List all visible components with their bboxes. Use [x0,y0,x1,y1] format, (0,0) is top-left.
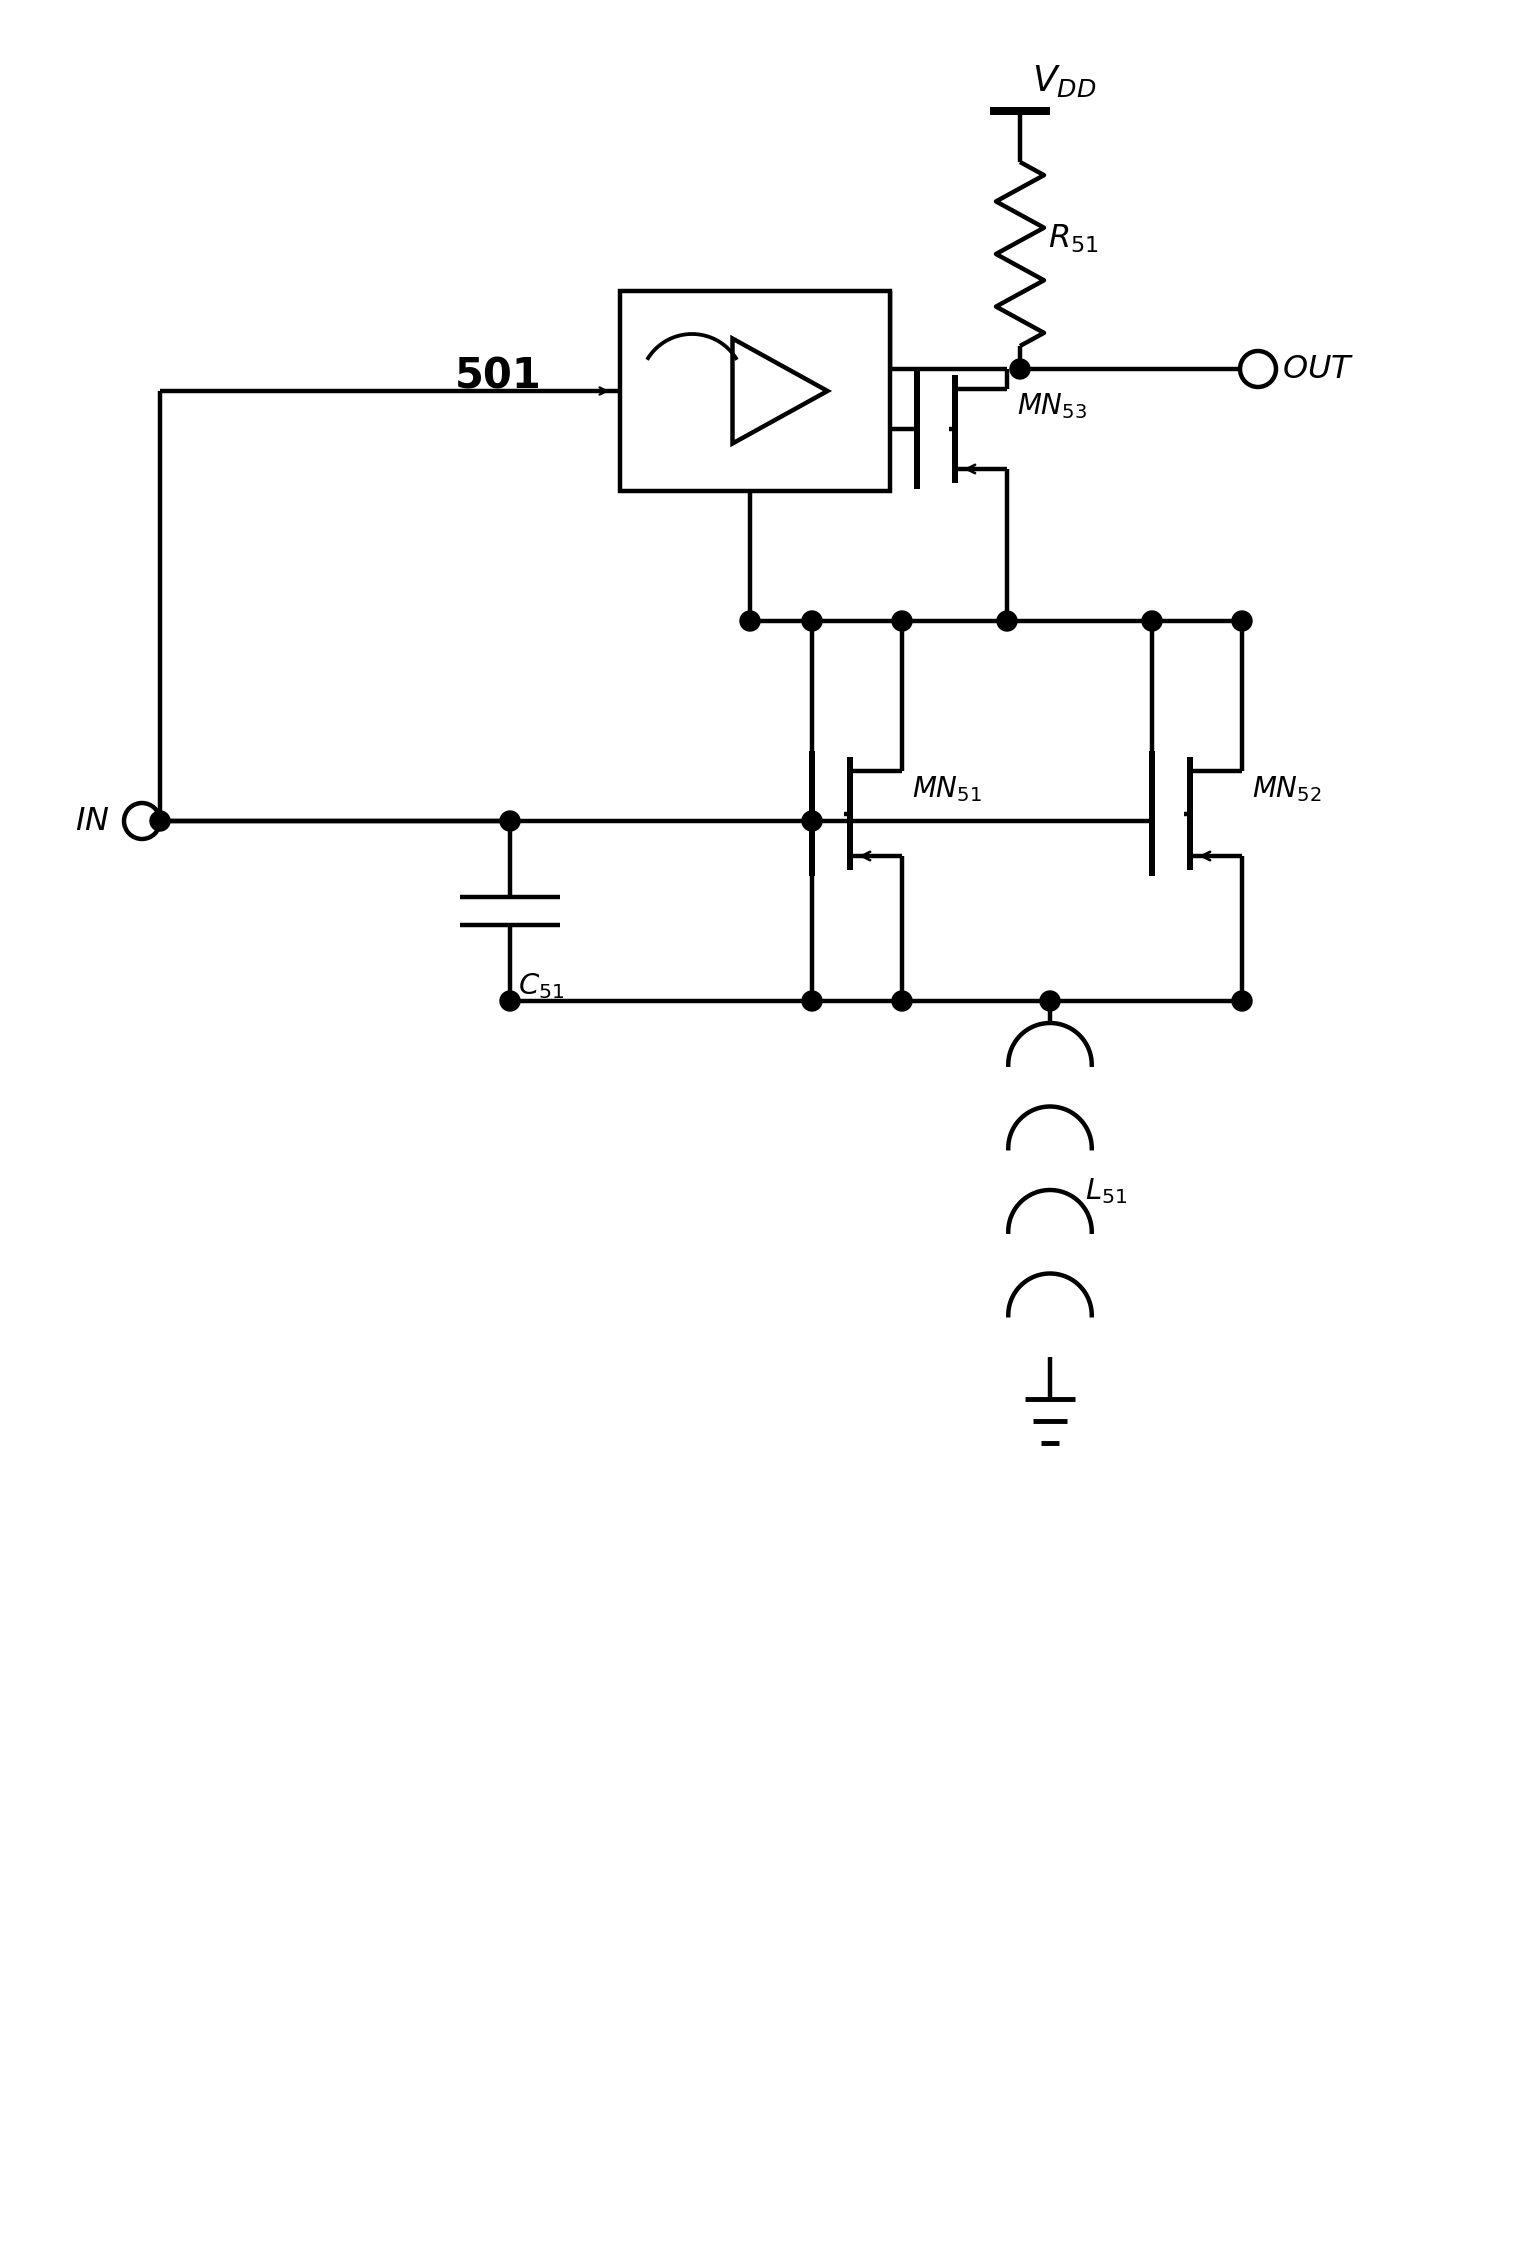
Text: $IN$: $IN$ [75,805,110,837]
Circle shape [998,610,1017,631]
Circle shape [1141,610,1161,631]
Circle shape [500,990,520,1011]
Circle shape [892,990,912,1011]
Circle shape [1232,610,1252,631]
Circle shape [1010,359,1030,380]
Text: $C_{51}$: $C_{51}$ [519,970,565,1002]
Text: $MN_{52}$: $MN_{52}$ [1252,773,1322,803]
Text: $L_{51}$: $L_{51}$ [1085,1176,1128,1205]
Circle shape [1232,990,1252,1011]
Circle shape [150,812,170,832]
Circle shape [124,803,161,839]
Text: $OUT$: $OUT$ [1282,353,1354,384]
Circle shape [1239,350,1276,387]
Polygon shape [733,339,828,443]
Circle shape [802,610,822,631]
Text: $MN_{51}$: $MN_{51}$ [912,773,982,803]
Text: $R_{51}$: $R_{51}$ [1048,224,1099,255]
Text: 501: 501 [454,355,542,398]
Text: $MN_{53}$: $MN_{53}$ [1017,391,1086,421]
Circle shape [802,812,822,832]
Circle shape [892,610,912,631]
Circle shape [500,812,520,832]
Text: $V_{DD}$: $V_{DD}$ [1033,63,1097,99]
Bar [620,292,890,491]
Circle shape [741,610,760,631]
Circle shape [802,990,822,1011]
Circle shape [1040,990,1060,1011]
